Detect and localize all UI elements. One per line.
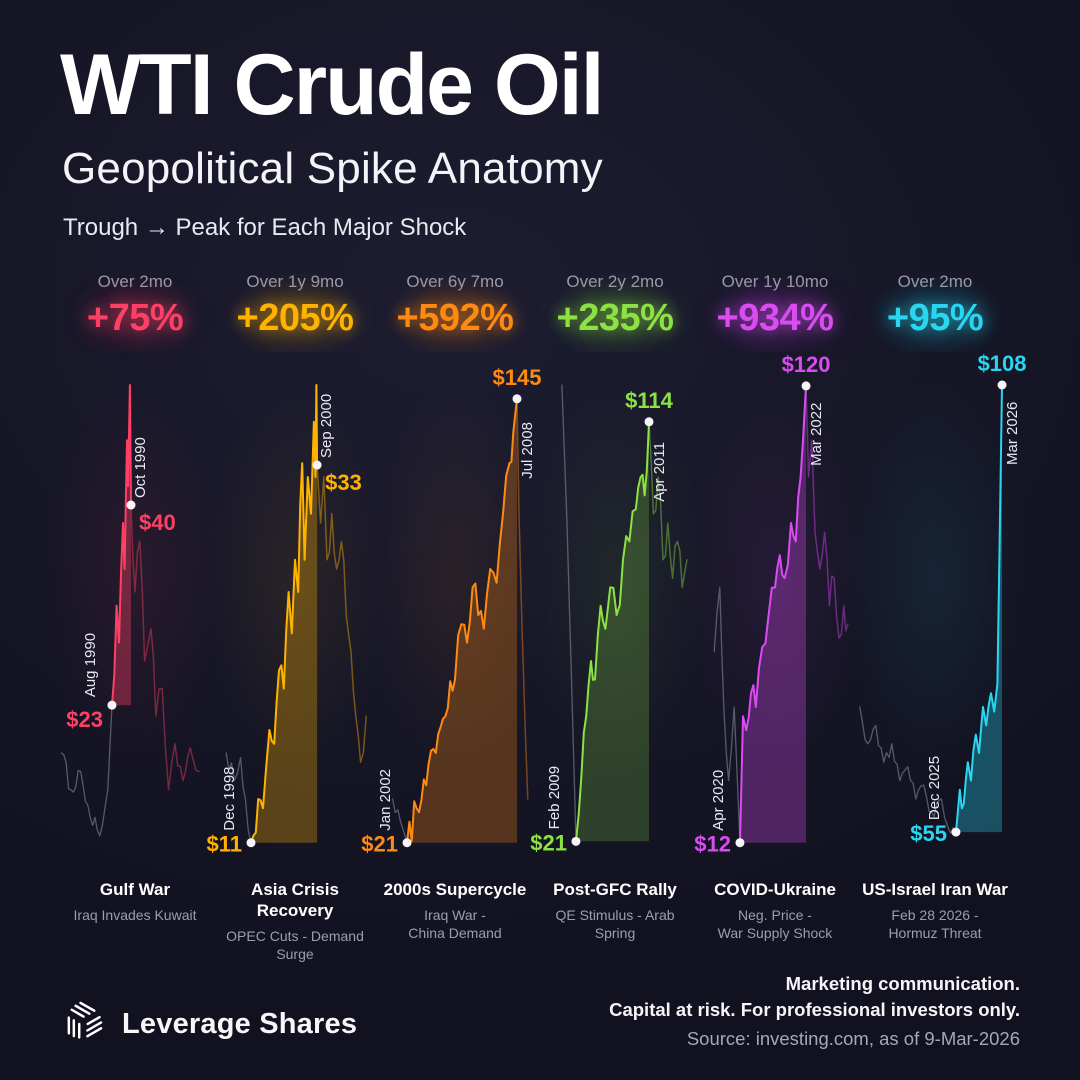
event-caption: 2000s Supercycle Iraq War - China Demand — [375, 879, 535, 942]
svg-text:$145: $145 — [493, 365, 542, 390]
svg-text:Mar 2026: Mar 2026 — [1004, 402, 1021, 465]
svg-text:$108: $108 — [978, 351, 1027, 376]
event-subtitle: Iraq War - China Demand — [408, 907, 502, 941]
svg-text:$114: $114 — [625, 388, 673, 413]
event-caption: Asia Crisis Recovery OPEC Cuts - Demand … — [215, 879, 375, 963]
svg-text:$11: $11 — [207, 832, 243, 857]
sparkline-chart: $11 Dec 1998 $33 Sep 2000 — [207, 384, 367, 857]
event-title: US-Israel Iran War — [862, 880, 1008, 899]
shock-column-post-gfc: Over 2y 2mo +235% $21 Feb 2009 $114 Apr 201… — [525, 264, 705, 963]
duration-label: Over 2mo — [97, 272, 173, 291]
event-caption: Post-GFC Rally QE Stimulus - Arab Spring — [535, 879, 695, 942]
percent-change: +205% — [236, 297, 354, 339]
shock-column-asia-crisis: Over 1y 9mo +205% $11 Dec 1998 $33 Sep 2000… — [205, 264, 385, 963]
svg-text:$55: $55 — [910, 821, 947, 846]
header: WTI Crude Oil Geopolitical Spike Anatomy… — [60, 37, 605, 242]
page-title: WTI Crude Oil — [60, 37, 605, 133]
event-caption: Gulf War Iraq Invades Kuwait — [55, 879, 215, 924]
shock-column-2000s-supercycle: Over 6y 7mo +592% $21 Jan 2002 $145 Jul 200… — [361, 264, 545, 963]
svg-text:Jan 2002: Jan 2002 — [377, 769, 394, 831]
stat-block: Over 1y 9mo +205% — [215, 264, 375, 352]
duration-label: Over 6y 7mo — [406, 272, 504, 291]
duration-label: Over 2y 2mo — [566, 272, 664, 291]
sparkline-chart: $23 Aug 1990 $40 Oct 1990 — [60, 384, 200, 837]
stat-block: Over 2y 2mo +235% — [535, 264, 695, 352]
percent-change: +75% — [86, 297, 184, 339]
svg-text:$21: $21 — [361, 832, 398, 857]
svg-text:$23: $23 — [66, 707, 103, 732]
svg-text:Apr 2020: Apr 2020 — [710, 770, 727, 831]
event-subtitle: OPEC Cuts - Demand Surge — [226, 928, 364, 962]
page-tagline: Trough → Peak for Each Major Shock — [63, 213, 467, 241]
svg-text:Dec 2025: Dec 2025 — [926, 756, 943, 820]
disclaimer-line-2: Capital at risk. For professional invest… — [609, 999, 1020, 1020]
svg-text:$33: $33 — [325, 470, 362, 495]
footer: Leverage Shares Marketing communication.… — [60, 971, 1020, 1050]
svg-text:Apr 2011: Apr 2011 — [651, 442, 668, 502]
leverage-shares-logo-icon — [60, 998, 107, 1050]
svg-text:Dec 1998: Dec 1998 — [221, 766, 238, 830]
charts-grid: Over 2mo +75% $23 Aug 1990 $40 Oct 1990 Gul… — [45, 264, 1027, 963]
shock-column-gulf-war: Over 2mo +75% $23 Aug 1990 $40 Oct 1990 Gul… — [45, 264, 225, 963]
percent-change: +592% — [396, 297, 514, 339]
event-title: COVID-Ukraine — [714, 880, 836, 899]
svg-text:Jul 2008: Jul 2008 — [519, 422, 536, 479]
disclaimer-line-1: Marketing communication. — [785, 973, 1020, 994]
legal-block: Marketing communication. Capital at risk… — [609, 971, 1020, 1050]
event-caption: COVID-Ukraine Neg. Price - War Supply Sh… — [695, 879, 855, 942]
svg-text:$12: $12 — [694, 832, 731, 857]
event-title: Post-GFC Rally — [553, 880, 677, 899]
svg-text:Sep 2000: Sep 2000 — [318, 394, 335, 458]
percent-change: +934% — [716, 297, 834, 339]
svg-text:$21: $21 — [530, 830, 567, 855]
duration-label: Over 1y 10mo — [721, 272, 829, 291]
stat-block: Over 2mo +75% — [55, 264, 215, 352]
stat-block: Over 2mo +95% — [855, 264, 1015, 352]
duration-label: Over 2mo — [897, 272, 973, 291]
brand-name: Leverage Shares — [122, 1007, 358, 1040]
percent-change: +95% — [886, 297, 984, 339]
percent-change: +235% — [556, 297, 674, 339]
event-title: Gulf War — [99, 880, 171, 899]
source-note: Source: investing.com, as of 9-Mar-2026 — [686, 1028, 1020, 1049]
duration-label: Over 1y 9mo — [246, 272, 344, 291]
shock-column-iran-war: Over 2mo +95% $55 Dec 2025 $108 Mar 2026 US… — [845, 264, 1027, 963]
stat-block: Over 6y 7mo +592% — [375, 264, 535, 352]
svg-text:Feb 2009: Feb 2009 — [546, 766, 563, 829]
event-title: 2000s Supercycle — [383, 880, 527, 899]
svg-text:$40: $40 — [139, 510, 176, 535]
event-caption: US-Israel Iran War Feb 28 2026 - Hormuz … — [855, 879, 1015, 942]
event-subtitle: Iraq Invades Kuwait — [73, 907, 197, 923]
svg-text:Oct 1990: Oct 1990 — [132, 437, 149, 498]
brand: Leverage Shares — [60, 998, 357, 1050]
svg-text:Mar 2022: Mar 2022 — [808, 403, 825, 466]
stat-block: Over 1y 10mo +934% — [695, 264, 855, 352]
event-subtitle: QE Stimulus - Arab Spring — [555, 907, 675, 941]
page-subtitle: Geopolitical Spike Anatomy — [62, 143, 603, 193]
event-subtitle: Neg. Price - War Supply Shock — [717, 907, 833, 941]
svg-text:$120: $120 — [782, 352, 831, 377]
event-title: Asia Crisis Recovery — [251, 880, 339, 920]
shock-column-covid-ukraine: Over 1y 10mo +934% $12 Apr 2020 $120 Mar 20… — [685, 264, 865, 963]
svg-text:Aug 1990: Aug 1990 — [82, 633, 99, 697]
event-subtitle: Feb 28 2026 - Hormuz Threat — [888, 907, 982, 941]
